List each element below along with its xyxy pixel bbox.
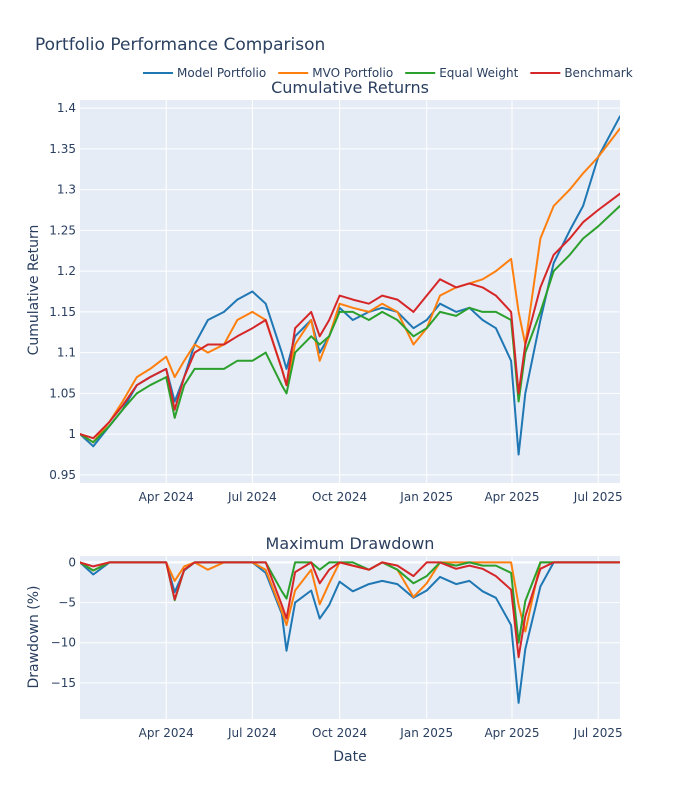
legend-label-equal-weight: Equal Weight: [439, 66, 518, 80]
drawdown-line-mvo-portfolio[interactable]: [80, 561, 620, 633]
bottom-subplot-title: Maximum Drawdown: [266, 534, 435, 553]
drawdown-line-benchmark[interactable]: [80, 561, 620, 659]
returns-y-tick-label: 1.4: [57, 101, 76, 115]
legend-item-model-portfolio[interactable]: Model Portfolio: [143, 66, 266, 80]
legend-label-model-portfolio: Model Portfolio: [177, 66, 266, 80]
returns-x-tick-label: Apr 2024: [139, 490, 194, 504]
returns-line-mvo-portfolio[interactable]: [80, 127, 620, 444]
returns-line-benchmark[interactable]: [80, 192, 620, 440]
drawdown-line-model-portfolio[interactable]: [80, 561, 620, 704]
drawdown-x-tick-label: Apr 2024: [139, 726, 194, 740]
returns-y-tick-label: 1.1: [57, 346, 76, 360]
x-axis-title: Date: [333, 749, 366, 765]
drawdown-x-tick-label: Jul 2024: [227, 726, 277, 740]
figure-title: Portfolio Performance Comparison: [35, 35, 325, 55]
legend-label-mvo-portfolio: MVO Portfolio: [312, 66, 393, 80]
returns-x-tick-label: Jul 2025: [573, 490, 623, 504]
drawdown-plot-area: [80, 556, 620, 719]
returns-y-tick-label: 1.3: [57, 183, 76, 197]
returns-y-tick-label: 1.15: [49, 305, 76, 319]
drawdown-y-tick-label: −5: [58, 596, 76, 610]
drawdown-x-tick-label: Oct 2024: [312, 726, 367, 740]
cumulative-returns-plot[interactable]: 0.95 1 1.05 1.1 1.15 1.2 1.25 1.3 1.35 1.4 Apr 202…: [49, 100, 623, 504]
legend[interactable]: Model Portfolio MVO Portfolio Equal Weight…: [143, 66, 633, 80]
legend-item-benchmark[interactable]: Benchmark: [530, 66, 633, 80]
returns-line-equal-weight[interactable]: [80, 204, 620, 444]
top-y-axis-title: Cumulative Return: [26, 225, 42, 356]
legend-item-equal-weight[interactable]: Equal Weight: [405, 66, 519, 80]
bottom-y-axis-title: Drawdown (%): [26, 585, 42, 688]
returns-x-tick-label: Apr 2025: [484, 490, 539, 504]
returns-y-tick-label: 1: [68, 427, 76, 441]
drawdown-x-tick-label: Jul 2025: [573, 726, 623, 740]
drawdown-y-tick-label: −10: [51, 636, 76, 650]
returns-y-tick-label: 1.25: [49, 223, 76, 237]
returns-y-tick-label: 1.05: [49, 386, 76, 400]
returns-x-tick-label: Jul 2024: [227, 490, 277, 504]
top-subplot-title: Cumulative Returns: [271, 78, 429, 97]
returns-y-tick-label: 1.35: [49, 142, 76, 156]
drawdown-x-tick-label: Jan 2025: [399, 726, 453, 740]
returns-plot-area: [80, 100, 620, 483]
legend-item-mvo-portfolio[interactable]: MVO Portfolio: [278, 66, 393, 80]
legend-label-benchmark: Benchmark: [564, 66, 632, 80]
returns-y-tick-label: 1.2: [57, 264, 76, 278]
drawdown-y-tick-label: −15: [51, 676, 76, 690]
drawdown-plot[interactable]: 0 −5 −10 −15 Apr 2024 Jul 2024 Oct 2024 Jan 202…: [51, 555, 623, 740]
returns-y-tick-label: 0.95: [49, 468, 76, 482]
drawdown-y-tick-label: 0: [68, 555, 76, 569]
drawdown-x-tick-label: Apr 2025: [484, 726, 539, 740]
returns-x-tick-label: Jan 2025: [399, 490, 453, 504]
returns-x-tick-label: Oct 2024: [312, 490, 367, 504]
